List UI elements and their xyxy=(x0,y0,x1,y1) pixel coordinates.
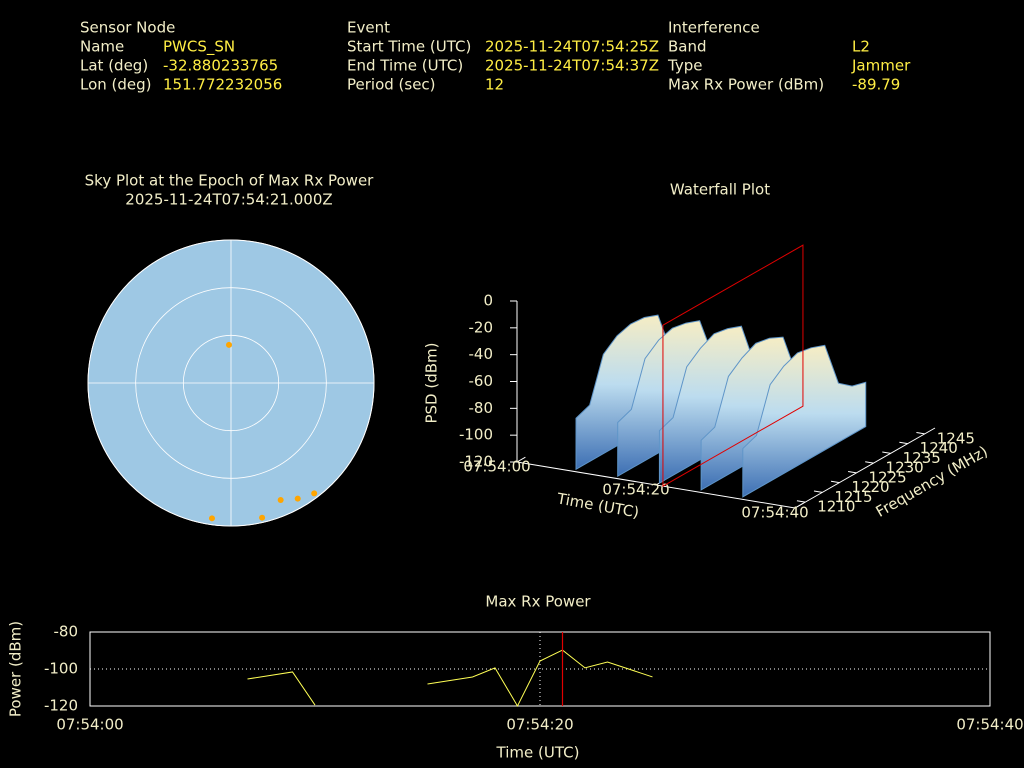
z-axis-label: PSD (dBm) xyxy=(423,342,441,423)
y-tick xyxy=(916,431,925,435)
chart-title: Max Rx Power xyxy=(485,593,591,611)
y-tick-label: 1225 xyxy=(868,468,906,486)
field-label: Name xyxy=(80,38,124,56)
y-tick-label: 1220 xyxy=(851,478,889,496)
field-label: Period (sec) xyxy=(347,76,436,94)
z-tick-label: -40 xyxy=(469,345,494,363)
y-tick xyxy=(813,490,823,493)
satellite xyxy=(294,495,301,502)
section-title: Sensor Node xyxy=(80,19,175,37)
field-label: End Time (UTC) xyxy=(347,57,463,75)
y-tick xyxy=(865,461,874,464)
y-tick xyxy=(882,451,891,454)
x-tick xyxy=(794,502,804,509)
field-label: Start Time (UTC) xyxy=(347,38,471,56)
x-tick-label: 07:54:40 xyxy=(741,504,808,522)
field-value: 2025-11-24T07:54:25Z xyxy=(485,38,659,56)
field-value: 2025-11-24T07:54:37Z xyxy=(485,57,659,75)
psd-slice xyxy=(742,344,867,498)
y-tick xyxy=(848,471,857,474)
y-tick-label: -120 xyxy=(44,697,78,715)
plot-frame xyxy=(89,631,991,707)
power-line xyxy=(247,649,653,708)
field-label: Lat (deg) xyxy=(80,57,148,75)
section-title: Event xyxy=(347,19,390,37)
satellite xyxy=(311,490,318,497)
satellite xyxy=(208,515,215,522)
y-tick-label: 1210 xyxy=(817,498,855,516)
y-tick-label: -80 xyxy=(54,623,79,641)
y-tick-label: 1235 xyxy=(903,449,941,467)
satellite xyxy=(226,341,233,348)
x-tick-label: 07:54:20 xyxy=(602,481,669,499)
z-tick-label: 0 xyxy=(483,292,493,310)
field-label: Max Rx Power (dBm) xyxy=(668,76,824,94)
y-tick xyxy=(796,500,806,503)
field-value: PWCS_SN xyxy=(163,38,235,57)
y-axis-label: Power (dBm) xyxy=(7,621,25,717)
x-tick-label: 07:54:40 xyxy=(956,716,1023,734)
field-value: Jammer xyxy=(851,57,911,75)
field-label: Band xyxy=(668,38,707,56)
chart-subtitle: 2025-11-24T07:54:21.000Z xyxy=(125,191,332,209)
y-tick xyxy=(830,480,840,484)
z-tick-label: -100 xyxy=(459,426,493,444)
field-value: -89.79 xyxy=(852,76,900,94)
satellite xyxy=(259,514,266,521)
y-tick-label: -100 xyxy=(44,660,78,678)
x-tick-label: 07:54:00 xyxy=(56,716,123,734)
y-tick-label: 1245 xyxy=(937,429,975,447)
x-axis-label: Time (UTC) xyxy=(496,744,580,762)
epoch-plane xyxy=(662,244,804,488)
y-tick xyxy=(899,441,908,445)
z-tick-label: -20 xyxy=(469,318,494,336)
z-tick-label: -80 xyxy=(469,399,494,417)
field-value: 12 xyxy=(485,76,504,94)
field-value: -32.880233765 xyxy=(163,57,278,75)
section-title: Interference xyxy=(668,19,760,37)
field-value: L2 xyxy=(852,38,870,56)
satellite xyxy=(277,497,284,504)
chart-title: Waterfall Plot xyxy=(670,181,770,199)
x-tick-label: 07:54:00 xyxy=(463,458,530,476)
y-tick-label: 1215 xyxy=(834,488,872,506)
x-tick-label: 07:54:20 xyxy=(506,716,573,734)
chart-title: Sky Plot at the Epoch of Max Rx Power xyxy=(85,172,375,190)
field-label: Type xyxy=(667,57,702,75)
axis-line xyxy=(794,427,936,509)
field-label: Lon (deg) xyxy=(80,76,152,94)
y-tick-label: 1240 xyxy=(920,439,958,457)
y-tick-label: 1230 xyxy=(886,459,924,477)
x-tick xyxy=(516,456,526,463)
z-tick-label: -60 xyxy=(469,372,494,390)
z-tick-label: -120 xyxy=(459,453,493,471)
field-value: 151.772232056 xyxy=(163,76,282,94)
